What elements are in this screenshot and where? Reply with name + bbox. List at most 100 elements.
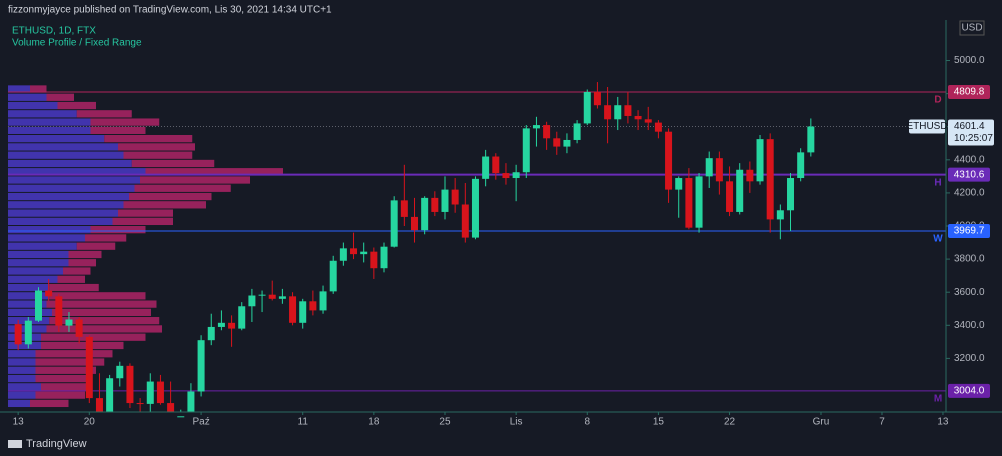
last-price-symbol: ETHUSD — [906, 121, 947, 132]
volume-down — [30, 85, 47, 93]
candle-body — [583, 91, 591, 124]
candle-body — [299, 301, 307, 323]
candle-body — [644, 119, 652, 123]
level-tag-label: 3969.7 — [954, 226, 985, 237]
candle-body — [136, 403, 144, 405]
volume-up — [8, 341, 41, 350]
footer-logo — [8, 440, 22, 448]
volume-down — [41, 333, 146, 341]
candle-body — [604, 105, 612, 120]
candle-body — [675, 178, 683, 190]
symbol: ETHUSD, 1D, FTX — [12, 26, 96, 37]
volume-down — [49, 317, 160, 325]
volume-down — [140, 176, 250, 184]
volume-up — [8, 201, 124, 209]
volume-down — [63, 267, 91, 275]
volume-down — [57, 275, 85, 283]
candle-body — [726, 181, 734, 212]
x-tick-label: 18 — [368, 417, 380, 428]
x-tick-label: 8 — [584, 417, 590, 428]
candle-body — [502, 173, 510, 179]
volume-up — [8, 118, 91, 126]
volume-down — [46, 93, 74, 101]
price-tags: 4809.8 4310.6 3969.7 3004.0 ETHUSD 4601.410:2… — [906, 85, 994, 398]
volume-down — [35, 350, 113, 358]
candle-body — [492, 156, 500, 174]
candle-body — [746, 169, 754, 182]
candle-body — [756, 139, 764, 182]
candle-body — [380, 246, 388, 269]
axes: 3200.03400.03600.03800.04000.04200.04400… — [13, 55, 985, 427]
candle-body — [736, 169, 744, 212]
volume-up — [8, 101, 58, 110]
volume-down — [35, 391, 85, 399]
volume-down — [76, 242, 116, 250]
candle-body — [797, 152, 805, 179]
volume-up — [8, 209, 118, 217]
level-name: H — [934, 177, 941, 188]
volume-up — [8, 184, 135, 192]
volume-up — [8, 85, 30, 93]
level-name: D — [934, 95, 941, 106]
candle-body — [65, 319, 73, 326]
volume-down — [134, 184, 231, 192]
x-tick-label: 20 — [84, 417, 96, 428]
candle-body — [431, 197, 439, 212]
volume-down — [129, 192, 212, 201]
volume-down — [46, 325, 162, 333]
volume-up — [8, 300, 47, 308]
currency: USD — [961, 23, 982, 34]
x-tick-label: 15 — [653, 417, 665, 428]
x-tick-label: Paź — [192, 417, 209, 428]
volume-up — [8, 283, 50, 292]
x-tick-label: 7 — [879, 417, 885, 428]
candle-body — [146, 381, 154, 404]
candle-body — [95, 398, 103, 412]
y-tick-label: 3600.0 — [954, 287, 985, 298]
volume-up — [8, 126, 91, 135]
volume-down — [118, 209, 173, 217]
volume-up — [8, 159, 132, 168]
level-tag — [948, 167, 990, 182]
candle-body — [512, 172, 520, 179]
volume-down — [118, 143, 195, 151]
candle-body — [553, 138, 561, 147]
candle-body — [258, 294, 266, 296]
volume-up — [8, 192, 129, 201]
candle-body — [685, 178, 693, 228]
candle-body — [116, 365, 124, 379]
y-tick-label: 3200.0 — [954, 353, 985, 364]
candle-body — [654, 122, 662, 132]
candle-body — [238, 306, 246, 329]
candle-body — [197, 340, 205, 392]
candle-body — [268, 294, 276, 299]
volume-down — [57, 101, 96, 110]
volume-down — [52, 308, 151, 317]
volume-down — [35, 366, 96, 374]
level-tag — [948, 383, 990, 398]
level-tag — [948, 85, 990, 100]
header: fizzonmyjayce published on TradingView.c… — [8, 5, 332, 16]
candle-body — [360, 251, 368, 255]
x-tick-label: Lis — [510, 417, 523, 428]
volume-up — [8, 176, 140, 184]
level-name: M — [934, 393, 942, 404]
volume-down — [35, 374, 91, 383]
y-tick-label: 3800.0 — [954, 254, 985, 265]
candle-body — [55, 296, 63, 326]
candle-body — [787, 178, 795, 211]
y-tick-label: 3400.0 — [954, 320, 985, 331]
candle-body — [339, 248, 347, 261]
volume-up — [8, 366, 36, 374]
volume-down — [46, 300, 157, 308]
candle-body — [228, 322, 236, 329]
volume-down — [90, 126, 146, 135]
candle-body — [34, 290, 42, 321]
volume-up — [8, 151, 124, 159]
volume-down — [49, 292, 146, 300]
candle-body — [766, 139, 774, 220]
candle-body — [248, 295, 256, 307]
